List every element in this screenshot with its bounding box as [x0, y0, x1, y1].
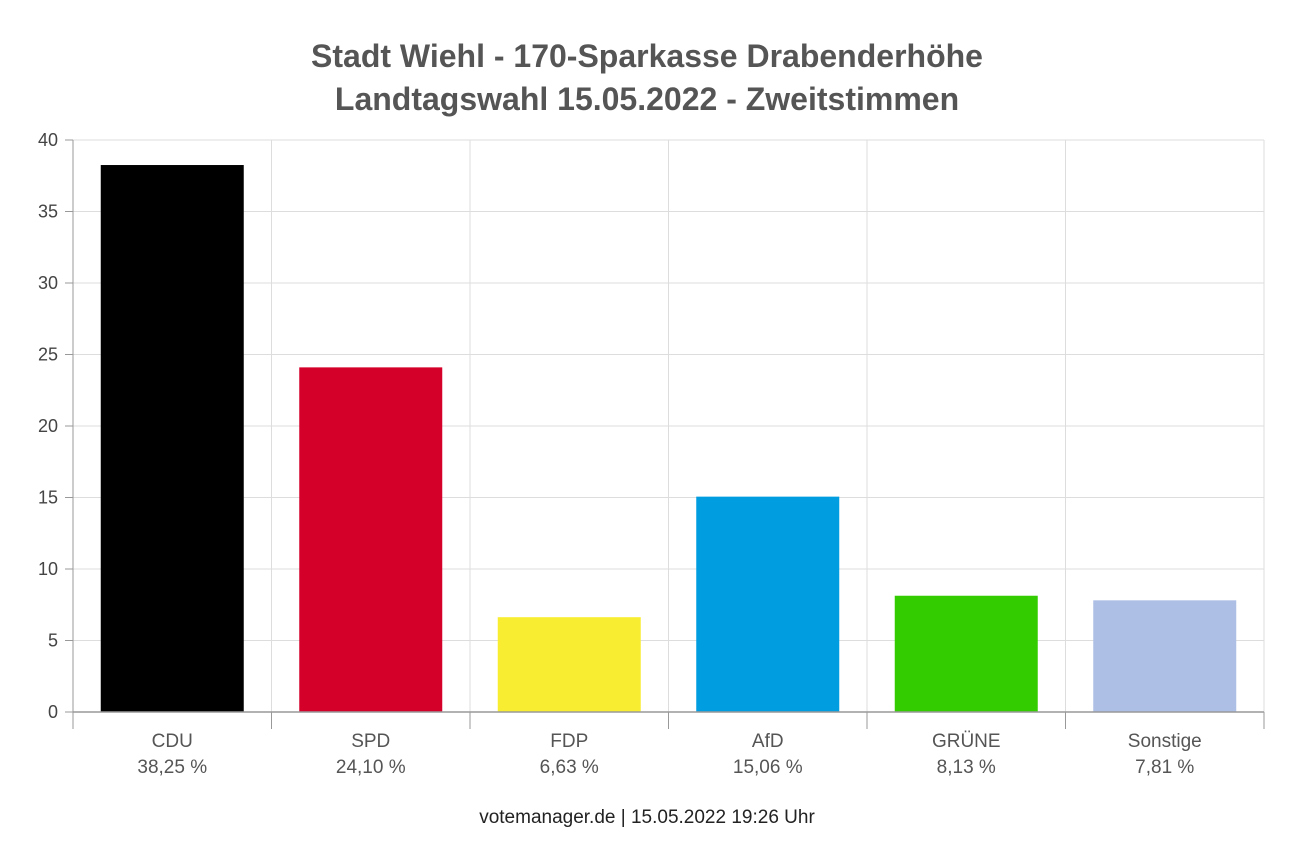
bar-afd: [696, 496, 840, 712]
category-label: FDP: [550, 731, 588, 752]
category-label: AfD: [752, 731, 784, 752]
y-tick-label: 40: [38, 130, 58, 150]
y-tick-label: 35: [38, 202, 58, 222]
value-label: 38,25 %: [137, 757, 207, 778]
value-label: 15,06 %: [733, 757, 803, 778]
y-tick-label: 30: [38, 273, 58, 293]
y-tick-label: 20: [38, 416, 58, 436]
bar-sonstige: [1093, 600, 1237, 712]
category-label: SPD: [351, 731, 390, 752]
bar-grüne: [894, 595, 1038, 712]
y-tick-label: 5: [48, 631, 58, 651]
value-label: 24,10 %: [336, 757, 406, 778]
y-tick-label: 0: [48, 702, 58, 722]
value-label: 7,81 %: [1135, 757, 1194, 778]
value-label: 8,13 %: [937, 757, 996, 778]
bar-cdu: [100, 165, 244, 712]
chart-title: Stadt Wiehl - 170-Sparkasse Drabenderhöh…: [311, 38, 983, 74]
y-tick-label: 15: [38, 488, 58, 508]
category-label: Sonstige: [1128, 731, 1202, 752]
category-label: CDU: [152, 731, 193, 752]
chart-subtitle: Landtagswahl 15.05.2022 - Zweitstimmen: [334, 81, 960, 117]
bar-spd: [299, 367, 443, 712]
y-tick-label: 25: [38, 345, 58, 365]
value-label: 6,63 %: [540, 757, 599, 778]
bar-fdp: [497, 617, 641, 712]
category-label: GRÜNE: [932, 731, 1001, 752]
chart-footer: votemanager.de | 15.05.2022 19:26 Uhr: [479, 807, 815, 828]
y-tick-label: 10: [38, 559, 58, 579]
